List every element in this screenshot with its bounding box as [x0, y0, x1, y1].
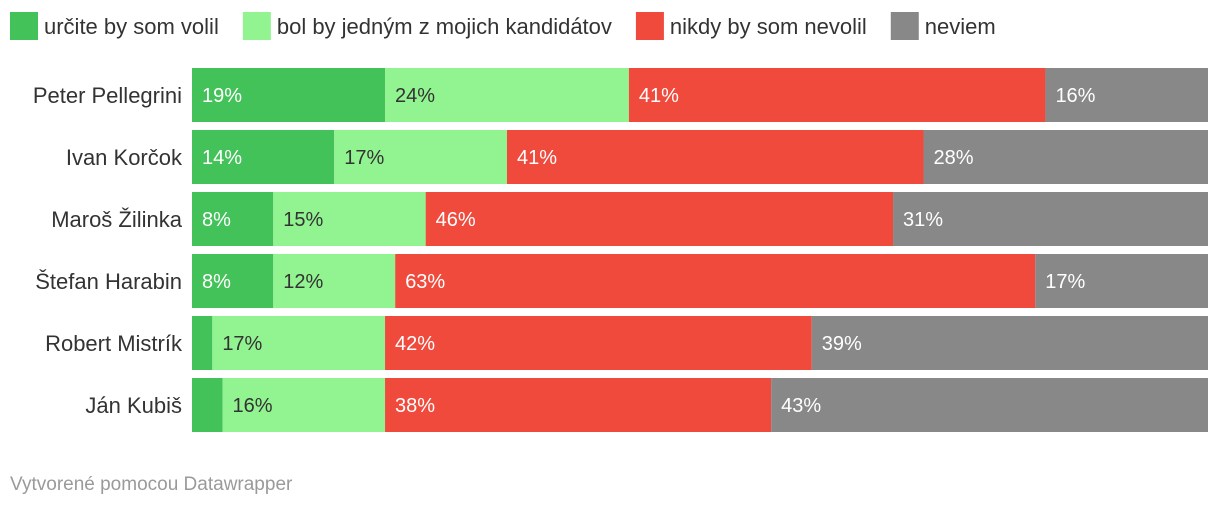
- bar-label-bol-by-jednym-z-mojich-kandidatov-stefan-harabin: 12%: [283, 271, 323, 293]
- bar-label-neviem-jan-kubis: 43%: [781, 395, 821, 417]
- row-label-stefan-harabin: Štefan Harabin: [35, 269, 182, 294]
- bar-segment-nikdy-by-som-nevolil-peter-pellegrini: [628, 68, 1046, 122]
- bar-label-nikdy-by-som-nevolil-maros-zilinka: 46%: [436, 209, 476, 231]
- row-label-maros-zilinka: Maroš Žilinka: [51, 207, 183, 232]
- bar-segment-nikdy-by-som-nevolil-robert-mistrik: [385, 316, 812, 370]
- bar-segment-nikdy-by-som-nevolil-jan-kubis: [385, 378, 772, 432]
- bar-segment-neviem-robert-mistrik: [811, 316, 1208, 370]
- row-label-robert-mistrik: Robert Mistrík: [45, 331, 183, 356]
- bar-row-stefan-harabin: 8% 12% 63% 17%: [192, 254, 1208, 308]
- legend-swatch-nikdy-by-som-nevolil: [635, 12, 664, 40]
- bar-segment-neviem-maros-zilinka: [893, 192, 1208, 246]
- bar-segment-urcite-by-som-volil-stefan-harabin: [192, 254, 274, 308]
- legend-label-neviem: neviem: [925, 14, 996, 39]
- legend-swatch-bol-by-jednym-z-mojich-kandidatov: [242, 12, 271, 40]
- bar-label-urcite-by-som-volil-ivan-korcok: 14%: [202, 147, 242, 169]
- legend-item-urcite-by-som-volil: určite by som volil: [10, 12, 219, 40]
- bar-segment-urcite-by-som-volil-maros-zilinka: [192, 192, 274, 246]
- bar-label-neviem-robert-mistrik: 39%: [822, 333, 862, 355]
- bar-segment-neviem-jan-kubis: [771, 378, 1208, 432]
- bar-label-urcite-by-som-volil-peter-pellegrini: 19%: [202, 85, 242, 107]
- bar-label-nikdy-by-som-nevolil-ivan-korcok: 41%: [517, 147, 557, 169]
- legend-item-neviem: neviem: [890, 12, 996, 40]
- bar-row-peter-pellegrini: 19% 24% 41% 16%: [192, 68, 1208, 122]
- bar-label-neviem-ivan-korcok: 28%: [934, 147, 974, 169]
- bar-label-neviem-stefan-harabin: 17%: [1045, 271, 1085, 293]
- legend-label-nikdy-by-som-nevolil: nikdy by som nevolil: [670, 14, 867, 39]
- bar-label-bol-by-jednym-z-mojich-kandidatov-jan-kubis: 16%: [232, 395, 272, 417]
- bar-label-nikdy-by-som-nevolil-peter-pellegrini: 41%: [639, 85, 679, 107]
- bar-segment-urcite-by-som-volil-ivan-korcok: [192, 130, 335, 184]
- bar-row-jan-kubis: 16% 38% 43%: [192, 378, 1208, 432]
- row-labels: Peter Pellegrini Ivan Korčok Maroš Žilinka…: [33, 83, 183, 418]
- stacked-bar-chart: určite by som volil bol by jedným z mojic…: [10, 12, 1208, 432]
- row-label-jan-kubis: Ján Kubiš: [85, 393, 182, 418]
- bar-segment-bol-by-jednym-z-mojich-kandidatov-ivan-korcok: [334, 130, 507, 184]
- bar-segment-urcite-by-som-volil-robert-mistrik: [192, 316, 213, 370]
- bar-row-robert-mistrik: 17% 42% 39%: [192, 316, 1208, 370]
- legend-item-bol-by-jednym-z-mojich-kandidatov: bol by jedným z mojich kandidátov: [242, 12, 612, 40]
- footer-credit: Vytvorené pomocou Datawrapper: [10, 474, 293, 495]
- legend-label-bol-by-jednym-z-mojich-kandidatov: bol by jedným z mojich kandidátov: [277, 14, 612, 39]
- bar-label-bol-by-jednym-z-mojich-kandidatov-ivan-korcok: 17%: [344, 147, 384, 169]
- bar-label-urcite-by-som-volil-maros-zilinka: 8%: [202, 209, 231, 231]
- bar-segment-bol-by-jednym-z-mojich-kandidatov-robert-mistrik: [212, 316, 386, 370]
- bar-segment-bol-by-jednym-z-mojich-kandidatov-stefan-harabin: [273, 254, 396, 308]
- bar-segment-urcite-by-som-volil-jan-kubis: [192, 378, 223, 432]
- bar-segment-bol-by-jednym-z-mojich-kandidatov-peter-pellegrini: [385, 68, 629, 122]
- bar-segment-neviem-ivan-korcok: [923, 130, 1208, 184]
- legend-label-urcite-by-som-volil: určite by som volil: [44, 14, 219, 39]
- bar-segment-nikdy-by-som-nevolil-maros-zilinka: [425, 192, 894, 246]
- bar-label-neviem-maros-zilinka: 31%: [903, 209, 943, 231]
- bar-segment-nikdy-by-som-nevolil-ivan-korcok: [506, 130, 924, 184]
- bar-label-bol-by-jednym-z-mojich-kandidatov-robert-mistrik: 17%: [222, 333, 262, 355]
- bar-segment-neviem-peter-pellegrini: [1045, 68, 1208, 122]
- bar-label-bol-by-jednym-z-mojich-kandidatov-maros-zilinka: 15%: [283, 209, 323, 231]
- bar-segment-bol-by-jednym-z-mojich-kandidatov-maros-zilinka: [273, 192, 426, 246]
- row-label-ivan-korcok: Ivan Korčok: [66, 145, 183, 170]
- bar-label-nikdy-by-som-nevolil-stefan-harabin: 63%: [405, 271, 445, 293]
- bar-segment-urcite-by-som-volil-peter-pellegrini: [192, 68, 386, 122]
- bar-label-nikdy-by-som-nevolil-jan-kubis: 38%: [395, 395, 435, 417]
- bar-segment-neviem-stefan-harabin: [1035, 254, 1208, 308]
- bar-segment-bol-by-jednym-z-mojich-kandidatov-jan-kubis: [222, 378, 386, 432]
- row-label-peter-pellegrini: Peter Pellegrini: [33, 83, 182, 108]
- legend-swatch-neviem: [890, 12, 919, 40]
- legend-item-nikdy-by-som-nevolil: nikdy by som nevolil: [635, 12, 867, 40]
- bar-label-neviem-peter-pellegrini: 16%: [1055, 85, 1095, 107]
- bar-row-ivan-korcok: 14% 17% 41% 28%: [192, 130, 1208, 184]
- bar-segment-nikdy-by-som-nevolil-stefan-harabin: [395, 254, 1036, 308]
- bar-label-urcite-by-som-volil-stefan-harabin: 8%: [202, 271, 231, 293]
- bar-label-bol-by-jednym-z-mojich-kandidatov-peter-pellegrini: 24%: [395, 85, 435, 107]
- legend: určite by som volil bol by jedným z mojic…: [10, 12, 996, 40]
- legend-swatch-urcite-by-som-volil: [10, 12, 38, 40]
- bar-label-nikdy-by-som-nevolil-robert-mistrik: 42%: [395, 333, 435, 355]
- bars: 19% 24% 41% 16% 14% 17% 41% 28% 8% 15% 46% 31% 8% 12%…: [192, 68, 1208, 432]
- bar-row-maros-zilinka: 8% 15% 46% 31%: [192, 192, 1208, 246]
